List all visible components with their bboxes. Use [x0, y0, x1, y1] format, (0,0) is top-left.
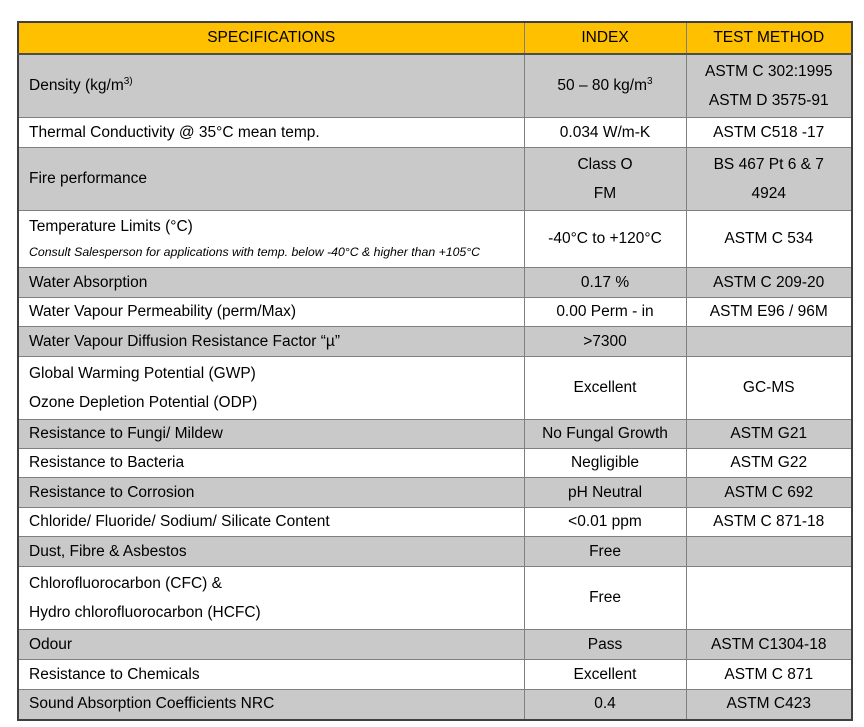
- spec-cell: Water Absorption: [17, 267, 525, 298]
- table-row-dust-fibre-asbestos: Dust, Fibre & Asbestos Free: [17, 536, 853, 567]
- method-cell: ASTM C 871-18: [685, 507, 853, 537]
- method-cell: ASTM C 534: [685, 210, 853, 268]
- method-cell: ASTM C1304-18: [685, 629, 853, 660]
- method-cell: ASTM E96 / 96M: [685, 297, 853, 327]
- method-cell: ASTM C 692: [685, 477, 853, 508]
- index-cell: Excellent: [523, 659, 687, 690]
- index-cell: Class O FM: [523, 147, 687, 211]
- spec-line: Chlorofluorocarbon (CFC) &: [29, 575, 222, 592]
- spec-cell: Temperature Limits (°C) Consult Salesper…: [17, 210, 525, 268]
- table-row-fungi-mildew: Resistance to Fungi/ Mildew No Fungal Gr…: [17, 419, 853, 449]
- table-row-cfc-hcfc: Chlorofluorocarbon (CFC) & Hydro chlorof…: [17, 566, 853, 630]
- table-row-density: Density (kg/m3) 50 – 80 kg/m3 ASTM C 302…: [17, 53, 853, 118]
- spec-line: Ozone Depletion Potential (ODP): [29, 394, 258, 411]
- index-cell: Pass: [523, 629, 687, 660]
- table-row-water-vapour-permeability: Water Vapour Permeability (perm/Max) 0.0…: [17, 297, 853, 327]
- spec-cell: Resistance to Corrosion: [17, 477, 525, 508]
- method-cell: ASTM G21: [685, 419, 853, 449]
- index-cell: <0.01 ppm: [523, 507, 687, 537]
- index-text: 50 – 80 kg/m: [557, 77, 648, 94]
- spec-cell: Resistance to Chemicals: [17, 659, 525, 690]
- table-row-fire-performance: Fire performance Class O FM BS 467 Pt 6 …: [17, 147, 853, 211]
- method-line: ASTM C 302:1995: [704, 63, 833, 80]
- spec-cell: Density (kg/m3): [17, 53, 525, 118]
- index-cell: pH Neutral: [523, 477, 687, 508]
- spec-cell: Fire performance: [17, 147, 525, 211]
- table-row-thermal-conductivity: Thermal Conductivity @ 35°C mean temp. 0…: [17, 117, 853, 148]
- index-cell: 0.17 %: [523, 267, 687, 298]
- table-row-temperature-limits: Temperature Limits (°C) Consult Salesper…: [17, 210, 853, 268]
- index-cell: 50 – 80 kg/m3: [523, 53, 687, 118]
- method-cell: [685, 536, 853, 567]
- table-row-water-absorption: Water Absorption 0.17 % ASTM C 209-20: [17, 267, 853, 298]
- table-row-water-vapour-diffusion: Water Vapour Diffusion Resistance Factor…: [17, 326, 853, 357]
- method-cell: ASTM C 871: [685, 659, 853, 690]
- spec-cell: Sound Absorption Coefficients NRC: [17, 689, 525, 720]
- spec-note: Consult Salesperson for applications wit…: [29, 245, 481, 260]
- spec-line: Hydro chlorofluorocarbon (HCFC): [29, 604, 261, 621]
- spec-cell: Water Vapour Diffusion Resistance Factor…: [17, 326, 525, 357]
- col-header-test-method: TEST METHOD: [685, 21, 853, 55]
- method-cell: [685, 326, 853, 357]
- index-cell: 0.4: [523, 689, 687, 720]
- index-cell: No Fungal Growth: [523, 419, 687, 449]
- index-cell: Excellent: [523, 356, 687, 420]
- table-row-chloride-content: Chloride/ Fluoride/ Sodium/ Silicate Con…: [17, 507, 853, 537]
- method-cell: [685, 566, 853, 630]
- spec-cell: Water Vapour Permeability (perm/Max): [17, 297, 525, 327]
- index-cell: >7300: [523, 326, 687, 357]
- spec-cell: Odour: [17, 629, 525, 660]
- spec-cell: Resistance to Fungi/ Mildew: [17, 419, 525, 449]
- header-row: SPECIFICATIONS INDEX TEST METHOD: [17, 21, 853, 55]
- table-row-odour: Odour Pass ASTM C1304-18: [17, 629, 853, 660]
- spec-cell: Thermal Conductivity @ 35°C mean temp.: [17, 117, 525, 148]
- method-cell: ASTM C423: [685, 689, 853, 720]
- index-cell: 0.034 W/m-K: [523, 117, 687, 148]
- method-cell: ASTM C 302:1995 ASTM D 3575-91: [685, 53, 853, 118]
- spec-title: Temperature Limits (°C): [29, 218, 193, 236]
- method-cell: ASTM G22: [685, 448, 853, 478]
- table-row-corrosion: Resistance to Corrosion pH Neutral ASTM …: [17, 477, 853, 508]
- index-superscript: 3: [647, 75, 653, 87]
- table-row-chemicals: Resistance to Chemicals Excellent ASTM C…: [17, 659, 853, 690]
- table-row-bacteria: Resistance to Bacteria Negligible ASTM G…: [17, 448, 853, 478]
- spec-cell: Chlorofluorocarbon (CFC) & Hydro chlorof…: [17, 566, 525, 630]
- index-cell: 0.00 Perm - in: [523, 297, 687, 327]
- table-row-gwp-odp: Global Warming Potential (GWP) Ozone Dep…: [17, 356, 853, 420]
- spec-cell: Dust, Fibre & Asbestos: [17, 536, 525, 567]
- method-line: 4924: [751, 185, 786, 202]
- col-header-specifications: SPECIFICATIONS: [17, 21, 525, 55]
- specifications-table: SPECIFICATIONS INDEX TEST METHOD Density…: [17, 21, 853, 721]
- method-line: ASTM D 3575-91: [708, 92, 829, 109]
- method-cell: ASTM C 209-20: [685, 267, 853, 298]
- index-line: FM: [593, 185, 617, 202]
- index-cell: Free: [523, 536, 687, 567]
- index-cell: Free: [523, 566, 687, 630]
- spec-cell: Chloride/ Fluoride/ Sodium/ Silicate Con…: [17, 507, 525, 537]
- spec-text: Density (kg/m: [29, 77, 124, 94]
- spec-cell: Resistance to Bacteria: [17, 448, 525, 478]
- index-cell: -40°C to +120°C: [523, 210, 687, 268]
- index-line: Class O: [577, 156, 633, 173]
- index-cell: Negligible: [523, 448, 687, 478]
- spec-superscript: 3): [123, 75, 133, 87]
- method-cell: ASTM C518 -17: [685, 117, 853, 148]
- col-header-index: INDEX: [523, 21, 687, 55]
- spec-cell: Global Warming Potential (GWP) Ozone Dep…: [17, 356, 525, 420]
- method-cell: BS 467 Pt 6 & 7 4924: [685, 147, 853, 211]
- spec-line: Global Warming Potential (GWP): [29, 365, 256, 382]
- method-line: BS 467 Pt 6 & 7: [713, 156, 824, 173]
- table-row-sound-absorption: Sound Absorption Coefficients NRC 0.4 AS…: [17, 689, 853, 720]
- method-cell: GC-MS: [685, 356, 853, 420]
